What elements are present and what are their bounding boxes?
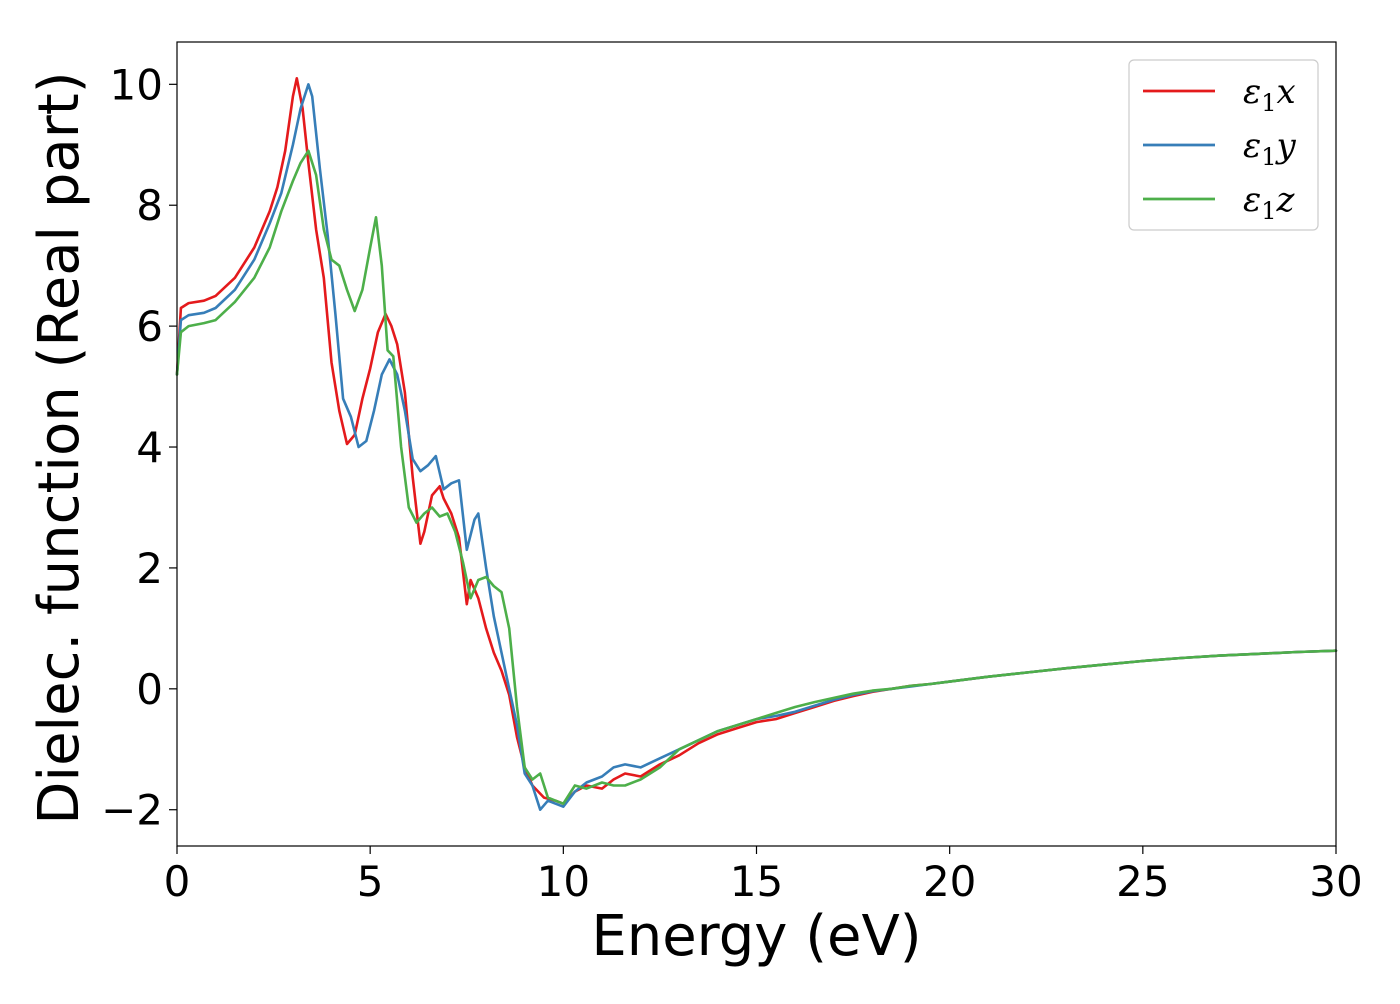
x-tick-label: 30 (1309, 857, 1362, 906)
y-axis-label: Dielec. function (Real part) (27, 71, 92, 824)
x-tick-label: 20 (923, 857, 976, 906)
y-tick-label: 0 (136, 665, 163, 714)
series-line-z (175, 149, 1338, 805)
legend-label-y: ε1y (1243, 126, 1297, 171)
x-tick-label: 15 (730, 857, 783, 906)
legend: ε1x ε1y ε1z (1128, 59, 1319, 231)
legend-box (1128, 59, 1319, 231)
legend-label-z: ε1z (1243, 180, 1296, 225)
x-tick-label: 10 (537, 857, 590, 906)
x-axis-label: Energy (eV) (591, 904, 921, 969)
legend-label-x: ε1x (1243, 72, 1296, 117)
x-tick-label: 0 (164, 857, 191, 906)
series-layer (175, 77, 1338, 811)
x-tick-label: 25 (1116, 857, 1169, 906)
y-tick-label: 6 (136, 302, 163, 351)
y-tick-label: 10 (110, 60, 163, 109)
y-tick-label: 8 (136, 181, 163, 230)
y-tick-label: 4 (136, 423, 163, 472)
y-tick-label: 2 (136, 544, 163, 593)
y-tick-label: −2 (101, 786, 163, 835)
x-tick-label: 5 (357, 857, 384, 906)
